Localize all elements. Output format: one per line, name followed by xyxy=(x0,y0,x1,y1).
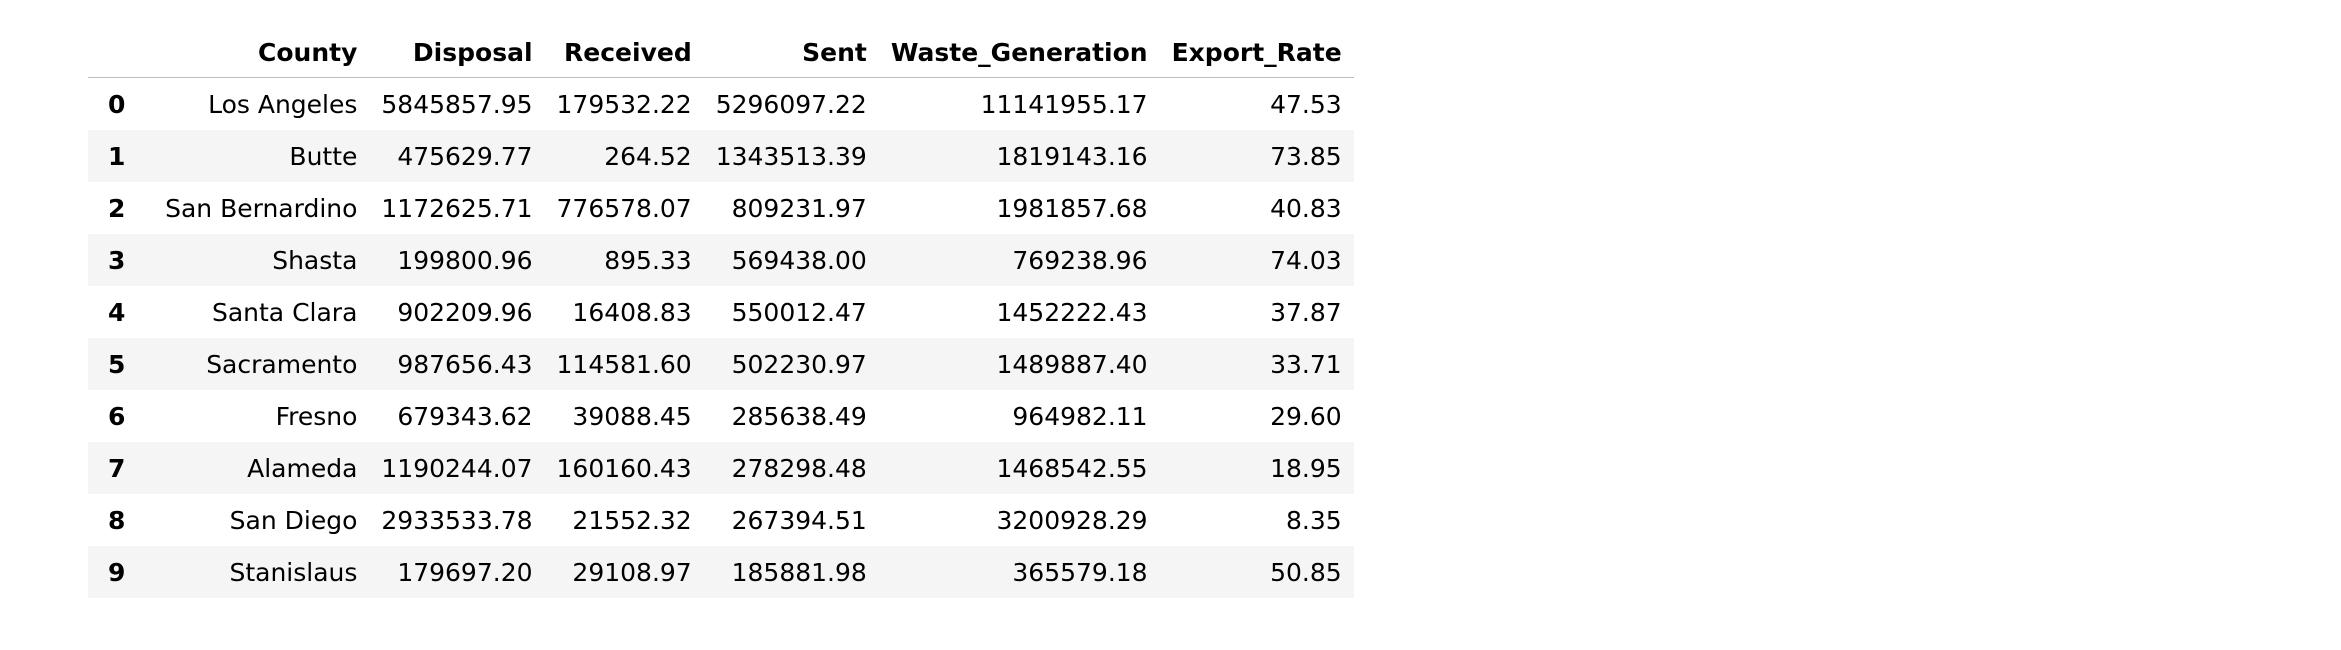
cell-received: 16408.83 xyxy=(572,297,692,327)
dataframe-output: County Disposal Received Sent Waste_Gene… xyxy=(88,28,1354,598)
table-row: 0 Los Angeles 5845857.95 179532.22 5296097.2… xyxy=(88,78,1354,131)
table-row: 2 San Bernardino 1172625.71 776578.07 809231… xyxy=(88,182,1354,234)
column-header-received: Received xyxy=(544,28,704,78)
cell-waste-generation: 1981857.68 xyxy=(996,193,1148,223)
cell-waste-generation: 365579.18 xyxy=(1012,557,1148,587)
cell-waste-generation: 1819143.16 xyxy=(996,141,1148,171)
table-row: 9 Stanislaus 179697.20 29108.97 185881.98 365… xyxy=(88,546,1354,598)
row-index: 7 xyxy=(108,453,126,483)
cell-county: Sacramento xyxy=(206,349,358,379)
header-row: County Disposal Received Sent Waste_Gene… xyxy=(88,28,1354,78)
column-header-sent: Sent xyxy=(703,28,879,78)
cell-sent: 809231.97 xyxy=(731,193,867,223)
table-body: 0 Los Angeles 5845857.95 179532.22 5296097.2… xyxy=(88,78,1354,598)
row-index: 2 xyxy=(108,193,126,223)
row-index: 6 xyxy=(108,401,126,431)
cell-sent: 285638.49 xyxy=(731,401,867,431)
cell-received: 895.33 xyxy=(604,245,692,275)
cell-county: San Diego xyxy=(229,505,358,535)
cell-sent: 267394.51 xyxy=(731,505,867,535)
cell-county: Stanislaus xyxy=(229,557,358,587)
cell-disposal: 679343.62 xyxy=(397,401,533,431)
cell-disposal: 902209.96 xyxy=(397,297,533,327)
cell-received: 264.52 xyxy=(604,141,692,171)
table-row: 5 Sacramento 987656.43 114581.60 502230.97 14… xyxy=(88,338,1354,390)
table-row: 1 Butte 475629.77 264.52 1343513.39 1819143.1… xyxy=(88,130,1354,182)
cell-export-rate: 73.85 xyxy=(1270,141,1342,171)
cell-waste-generation: 1489887.40 xyxy=(996,349,1148,379)
cell-export-rate: 37.87 xyxy=(1270,297,1342,327)
cell-sent: 1343513.39 xyxy=(715,141,867,171)
cell-sent: 278298.48 xyxy=(731,453,867,483)
cell-disposal: 1190244.07 xyxy=(381,453,533,483)
row-index: 8 xyxy=(108,505,126,535)
cell-export-rate: 74.03 xyxy=(1270,245,1342,275)
cell-disposal: 5845857.95 xyxy=(381,89,533,119)
cell-received: 160160.43 xyxy=(556,453,692,483)
row-index: 0 xyxy=(108,89,126,119)
table-row: 3 Shasta 199800.96 895.33 569438.00 769238.96… xyxy=(88,234,1354,286)
row-index: 4 xyxy=(108,297,126,327)
cell-export-rate: 18.95 xyxy=(1270,453,1342,483)
column-header-export-rate: Export_Rate xyxy=(1159,28,1354,78)
cell-county: Alameda xyxy=(247,453,358,483)
table-row: 7 Alameda 1190244.07 160160.43 278298.48 1468… xyxy=(88,442,1354,494)
table-row: 8 San Diego 2933533.78 21552.32 267394.51 320… xyxy=(88,494,1354,546)
cell-county: Los Angeles xyxy=(208,89,358,119)
cell-county: Shasta xyxy=(272,245,358,275)
table-row: 6 Fresno 679343.62 39088.45 285638.49 964982.… xyxy=(88,390,1354,442)
cell-waste-generation: 3200928.29 xyxy=(996,505,1148,535)
row-index: 9 xyxy=(108,557,126,587)
cell-sent: 5296097.22 xyxy=(715,89,867,119)
cell-waste-generation: 964982.11 xyxy=(1012,401,1148,431)
cell-disposal: 179697.20 xyxy=(397,557,533,587)
data-table: County Disposal Received Sent Waste_Gene… xyxy=(88,28,1354,598)
cell-county: San Bernardino xyxy=(165,193,358,223)
cell-export-rate: 33.71 xyxy=(1270,349,1342,379)
cell-sent: 550012.47 xyxy=(731,297,867,327)
row-index: 3 xyxy=(108,245,126,275)
cell-disposal: 199800.96 xyxy=(397,245,533,275)
cell-export-rate: 29.60 xyxy=(1270,401,1342,431)
cell-sent: 569438.00 xyxy=(731,245,867,275)
cell-county: Santa Clara xyxy=(211,297,358,327)
column-header-county: County xyxy=(145,28,370,78)
column-header-disposal: Disposal xyxy=(369,28,545,78)
table-header: County Disposal Received Sent Waste_Gene… xyxy=(88,28,1354,78)
cell-county: Fresno xyxy=(275,401,358,431)
index-header xyxy=(88,28,146,78)
cell-export-rate: 47.53 xyxy=(1270,89,1342,119)
cell-sent: 185881.98 xyxy=(731,557,867,587)
cell-disposal: 475629.77 xyxy=(397,141,533,171)
row-index: 1 xyxy=(108,141,126,171)
cell-sent: 502230.97 xyxy=(731,349,867,379)
cell-disposal: 987656.43 xyxy=(397,349,533,379)
cell-export-rate: 40.83 xyxy=(1270,193,1342,223)
cell-received: 21552.32 xyxy=(572,505,692,535)
cell-export-rate: 8.35 xyxy=(1286,505,1342,535)
cell-export-rate: 50.85 xyxy=(1270,557,1342,587)
cell-disposal: 1172625.71 xyxy=(381,193,533,223)
row-index: 5 xyxy=(108,349,126,379)
cell-received: 776578.07 xyxy=(556,193,692,223)
column-header-waste-generation: Waste_Generation xyxy=(878,28,1160,78)
cell-waste-generation: 769238.96 xyxy=(1012,245,1148,275)
table-row: 4 Santa Clara 902209.96 16408.83 550012.47 14… xyxy=(88,286,1354,338)
cell-waste-generation: 1452222.43 xyxy=(996,297,1148,327)
cell-received: 39088.45 xyxy=(572,401,692,431)
cell-county: Butte xyxy=(289,141,358,171)
cell-received: 179532.22 xyxy=(556,89,692,119)
cell-received: 114581.60 xyxy=(556,349,692,379)
cell-received: 29108.97 xyxy=(572,557,692,587)
cell-waste-generation: 11141955.17 xyxy=(980,89,1148,119)
cell-disposal: 2933533.78 xyxy=(381,505,533,535)
cell-waste-generation: 1468542.55 xyxy=(996,453,1148,483)
